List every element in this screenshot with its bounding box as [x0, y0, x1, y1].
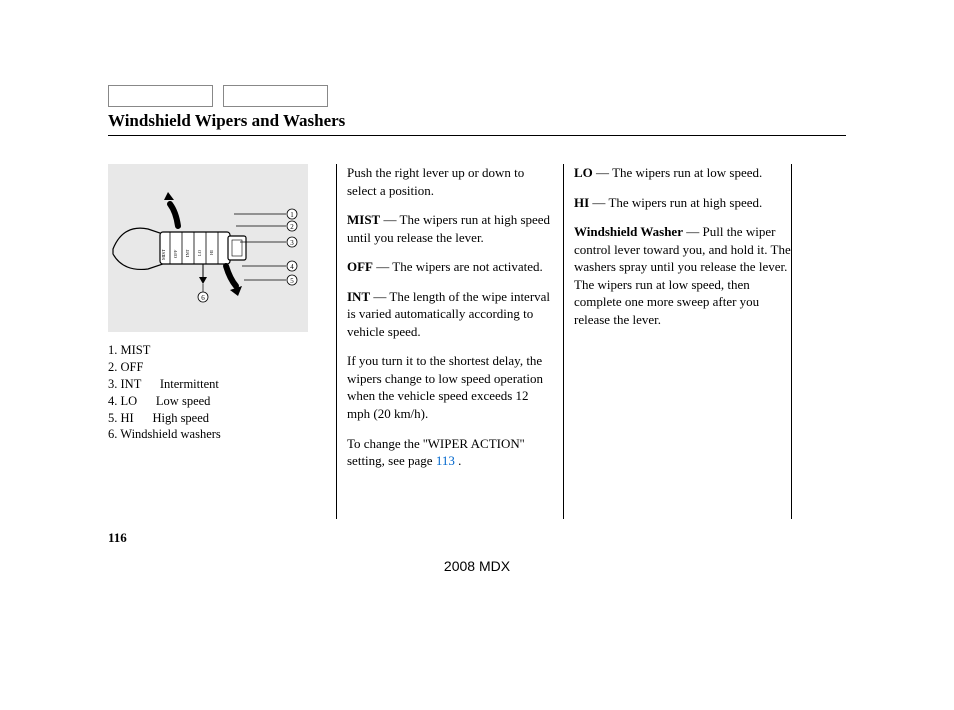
legend-4: 4. LO Low speed — [108, 393, 326, 410]
mist-entry: MIST — The wipers run at high speed unti… — [347, 211, 553, 246]
action-post: . — [455, 453, 462, 468]
hi-term: HI — [574, 195, 589, 210]
callout-6: 6 — [201, 294, 205, 302]
svg-text:INT: INT — [185, 249, 190, 257]
callout-1: 1 — [290, 211, 294, 219]
svg-text:MIST: MIST — [161, 249, 166, 260]
column-1: MIST OFF INT LO HI — [108, 164, 336, 519]
content-columns: MIST OFF INT LO HI — [108, 164, 846, 519]
intro-text: Push the right lever up or down to selec… — [347, 164, 553, 199]
legend-2: 2. OFF — [108, 359, 326, 376]
ww-term: Windshield Washer — [574, 224, 683, 239]
wiper-lever-diagram: MIST OFF INT LO HI — [108, 164, 308, 332]
column-2: Push the right lever up or down to selec… — [336, 164, 564, 519]
off-entry: OFF — The wipers are not activated. — [347, 258, 553, 276]
legend-3: 3. INT Intermittent — [108, 376, 326, 393]
legend-6: 6. Windshield washers — [108, 426, 326, 443]
int-entry: INT — The length of the wipe interval is… — [347, 288, 553, 341]
int-def: The length of the wipe interval is varie… — [347, 289, 550, 339]
column-3: LO — The wipers run at low speed. HI — T… — [564, 164, 792, 519]
page-number: 116 — [108, 530, 127, 546]
ww-def: Pull the wiper control lever toward you,… — [574, 224, 791, 327]
footer-model: 2008 MDX — [0, 558, 954, 574]
lo-term: LO — [574, 165, 593, 180]
windshield-washer-entry: Windshield Washer — Pull the wiper contr… — [574, 223, 791, 328]
mist-term: MIST — [347, 212, 380, 227]
legend-1: 1. MIST — [108, 342, 326, 359]
int-term: INT — [347, 289, 370, 304]
wiper-action-ref: To change the ''WIPER ACTION'' setting, … — [347, 435, 553, 470]
legend-5: 5. HI High speed — [108, 410, 326, 427]
hi-entry: HI — The wipers run at high speed. — [574, 194, 791, 212]
svg-text:OFF: OFF — [173, 249, 178, 258]
callout-4: 4 — [290, 263, 294, 271]
tab-box-1 — [108, 85, 213, 107]
page-title: Windshield Wipers and Washers — [108, 111, 846, 136]
off-term: OFF — [347, 259, 373, 274]
callout-2: 2 — [290, 223, 294, 231]
off-def: The wipers are not activated. — [392, 259, 543, 274]
hi-def: The wipers run at high speed. — [608, 195, 762, 210]
lo-def: The wipers run at low speed. — [612, 165, 762, 180]
lo-entry: LO — The wipers run at low speed. — [574, 164, 791, 182]
header-tabs — [108, 85, 846, 107]
page-link-113[interactable]: 113 — [436, 453, 455, 468]
int-note: If you turn it to the shortest delay, th… — [347, 352, 553, 422]
svg-text:HI: HI — [209, 250, 214, 255]
callout-3: 3 — [290, 239, 294, 247]
svg-text:LO: LO — [197, 249, 202, 256]
figure-legend: 1. MIST 2. OFF 3. INT Intermittent 4. LO… — [108, 342, 326, 443]
callout-5: 5 — [290, 277, 294, 285]
tab-box-2 — [223, 85, 328, 107]
